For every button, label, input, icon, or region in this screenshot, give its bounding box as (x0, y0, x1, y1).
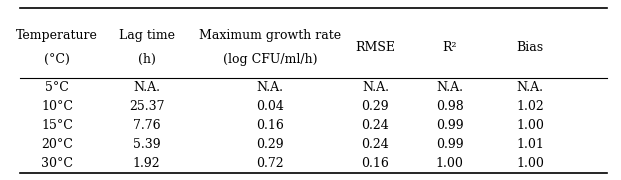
Text: 0.16: 0.16 (256, 119, 284, 132)
Text: 0.16: 0.16 (361, 157, 389, 170)
Text: N.A.: N.A. (517, 81, 543, 94)
Text: 0.24: 0.24 (361, 138, 389, 151)
Text: 1.92: 1.92 (133, 157, 160, 170)
Text: 0.29: 0.29 (361, 100, 389, 113)
Text: 25.37: 25.37 (129, 100, 165, 113)
Text: 0.99: 0.99 (436, 138, 463, 151)
Text: 1.00: 1.00 (516, 119, 544, 132)
Text: (°C): (°C) (44, 53, 70, 66)
Text: 0.98: 0.98 (436, 100, 463, 113)
Text: N.A.: N.A. (133, 81, 160, 94)
Text: Lag time: Lag time (119, 29, 175, 42)
Text: 0.04: 0.04 (256, 100, 284, 113)
Text: (log CFU/ml/h): (log CFU/ml/h) (223, 53, 317, 66)
Text: 1.00: 1.00 (516, 157, 544, 170)
Text: 1.01: 1.01 (516, 138, 544, 151)
Text: 1.02: 1.02 (516, 100, 544, 113)
Text: 0.99: 0.99 (436, 119, 463, 132)
Text: N.A.: N.A. (257, 81, 284, 94)
Text: 0.72: 0.72 (256, 157, 284, 170)
Text: N.A.: N.A. (436, 81, 463, 94)
Text: 0.29: 0.29 (256, 138, 284, 151)
Text: Bias: Bias (517, 41, 543, 54)
Text: 30°C: 30°C (41, 157, 73, 170)
Text: 15°C: 15°C (41, 119, 73, 132)
Text: 0.24: 0.24 (361, 119, 389, 132)
Text: RMSE: RMSE (355, 41, 396, 54)
Text: Temperature: Temperature (16, 29, 98, 42)
Text: (h): (h) (138, 53, 156, 66)
Text: Maximum growth rate: Maximum growth rate (199, 29, 342, 42)
Text: 5°C: 5°C (45, 81, 69, 94)
Text: 7.76: 7.76 (133, 119, 160, 132)
Text: 20°C: 20°C (41, 138, 73, 151)
Text: 10°C: 10°C (41, 100, 73, 113)
Text: 5.39: 5.39 (133, 138, 160, 151)
Text: R²: R² (442, 41, 457, 54)
Text: 1.00: 1.00 (436, 157, 463, 170)
Text: N.A.: N.A. (362, 81, 389, 94)
